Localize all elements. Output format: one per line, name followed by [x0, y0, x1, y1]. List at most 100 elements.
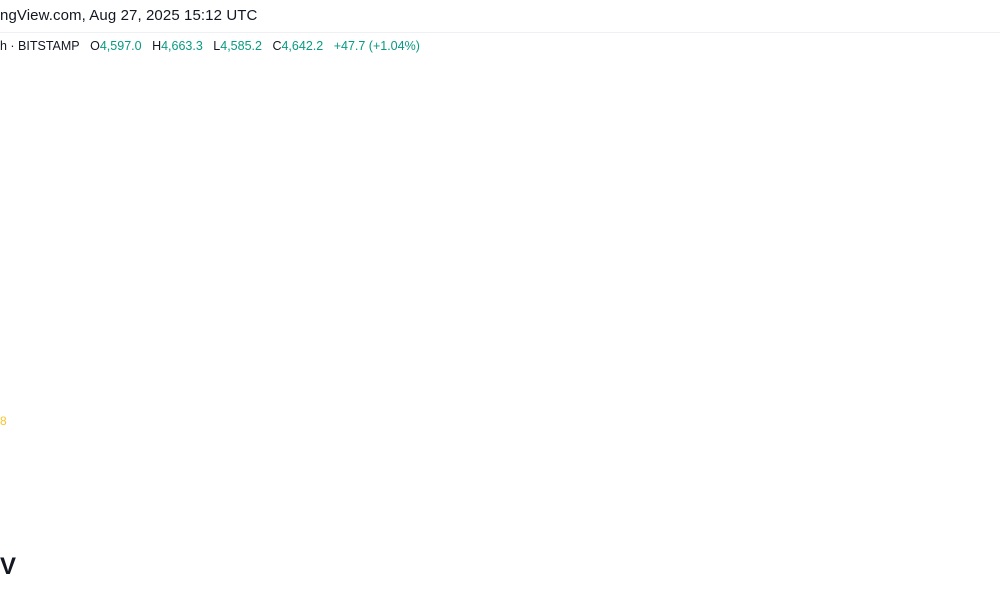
candle — [261, 303, 269, 318]
candle-body — [929, 212, 937, 228]
candle — [964, 166, 972, 183]
low-label: L — [213, 39, 221, 53]
candle — [156, 282, 164, 300]
candle-body — [867, 243, 875, 251]
tradingview-logo: V — [0, 553, 17, 580]
candle-body — [815, 168, 823, 172]
candle — [165, 280, 173, 296]
candle-body — [534, 97, 542, 108]
candle-body — [736, 75, 744, 108]
candle-body — [209, 303, 217, 305]
candle — [384, 262, 392, 280]
candle — [428, 275, 436, 293]
candle-body — [16, 210, 24, 216]
candle — [138, 249, 146, 277]
candle — [279, 286, 287, 305]
candle — [850, 172, 858, 230]
candle-body — [823, 162, 831, 172]
candle-body — [121, 249, 129, 251]
candle — [674, 110, 682, 123]
candle-body — [51, 259, 59, 263]
candle — [692, 110, 700, 122]
candle — [534, 89, 542, 123]
candle — [718, 112, 726, 127]
candle — [683, 110, 691, 114]
candle-body — [885, 228, 893, 234]
candle — [955, 169, 963, 197]
candle — [209, 297, 217, 320]
candle — [937, 178, 945, 219]
candle — [709, 115, 717, 133]
candle — [639, 119, 647, 126]
candle-body — [841, 168, 849, 176]
candle — [613, 129, 621, 142]
open-label: O — [90, 39, 100, 53]
candle-body — [946, 196, 954, 198]
candle — [130, 238, 138, 264]
candle-body — [323, 251, 331, 253]
candle — [253, 313, 261, 328]
candle — [182, 263, 190, 273]
candle — [885, 218, 893, 243]
candle-body — [762, 112, 770, 114]
x-tick-label: 22 — [451, 509, 465, 524]
candle — [7, 192, 15, 225]
candle-body — [463, 274, 471, 282]
candle-body — [569, 114, 577, 143]
candle — [358, 255, 366, 273]
candle — [314, 246, 322, 282]
candle — [86, 244, 94, 275]
candle — [542, 80, 550, 104]
candle-body — [340, 253, 348, 257]
candle — [560, 97, 568, 121]
candle — [349, 255, 357, 268]
chart-title: ngView.com, Aug 27, 2025 15:12 UTC — [0, 7, 258, 24]
low-value: 4,585.2 — [220, 39, 262, 53]
candle-body — [200, 269, 208, 303]
candle — [727, 98, 735, 120]
candle-body — [218, 303, 225, 318]
candle-body — [42, 236, 50, 259]
x-tick-label: 27 — [978, 509, 992, 524]
candle — [876, 219, 884, 261]
candle-body — [858, 229, 866, 251]
candle — [621, 118, 629, 136]
candle — [841, 157, 849, 183]
candle — [235, 314, 243, 340]
candle — [226, 310, 234, 326]
candle — [42, 233, 50, 275]
candle — [68, 259, 76, 290]
candle — [402, 269, 410, 285]
candle — [867, 230, 875, 254]
candle — [806, 168, 814, 186]
candle — [103, 241, 111, 266]
symbol-label[interactable]: h · BITSTAMP — [0, 39, 80, 53]
candle-body — [797, 138, 805, 175]
candle-body — [630, 123, 638, 125]
candle — [762, 100, 770, 131]
candle-body — [174, 273, 182, 288]
candle-body — [771, 114, 779, 131]
rsi-overbought-fill — [511, 413, 749, 432]
candle — [288, 289, 296, 315]
candle-body — [419, 285, 427, 287]
candle — [77, 265, 85, 280]
candle-body — [332, 252, 340, 254]
candle — [33, 210, 41, 239]
candle — [516, 160, 524, 271]
candle — [200, 268, 208, 305]
candle-body — [586, 125, 594, 137]
candle-body — [779, 130, 787, 132]
rsi-band-background — [0, 432, 1000, 485]
header-divider — [0, 32, 1000, 33]
candle-body — [657, 116, 664, 124]
candle — [112, 239, 120, 257]
change-value: +47.7 (+1.04%) — [333, 39, 420, 53]
candle — [779, 115, 787, 132]
candle-body — [902, 226, 910, 228]
candle — [121, 245, 129, 259]
candle-body — [376, 262, 384, 264]
candle-body — [314, 252, 322, 282]
candle — [507, 261, 515, 296]
